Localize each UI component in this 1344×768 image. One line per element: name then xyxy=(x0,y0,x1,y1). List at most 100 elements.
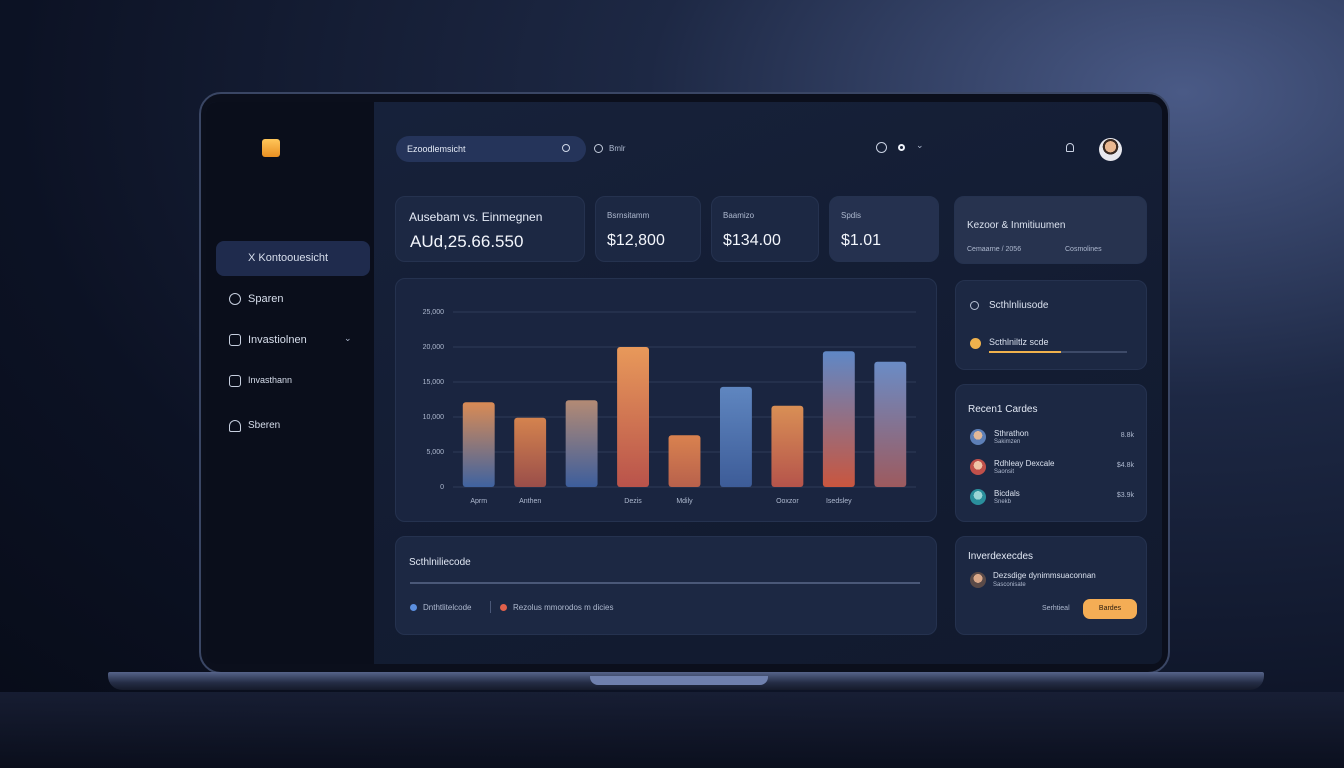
chart-panel: 0 5,000 10,000 15,000 20,000 25,000 Aprm Anthen… xyxy=(395,278,937,522)
nav-label: Invastiolnen xyxy=(248,334,307,346)
x-tick-label: Dezis xyxy=(624,498,642,505)
search-box[interactable]: Ezoodlemsicht xyxy=(396,136,586,162)
recent-title: Recen1 Cardes xyxy=(968,404,1038,415)
panel-icon xyxy=(970,301,979,310)
summary-right: Cosmolines xyxy=(1065,246,1102,253)
nav-icon xyxy=(229,420,241,432)
card-label: Baamizo xyxy=(723,211,755,220)
link-icon xyxy=(594,144,603,153)
dropdown-icon[interactable]: ⌄ xyxy=(916,140,924,150)
y-tick-label: 0 xyxy=(440,484,444,491)
chevron: ⌄ xyxy=(344,333,352,343)
row-avatar xyxy=(970,459,986,475)
nav-item[interactable]: X Kontoouesicht xyxy=(216,241,370,276)
row-avatar xyxy=(970,489,986,505)
summary-title: Kezoor & Inmitiuumen xyxy=(967,220,1066,231)
x-tick-label: Mdily xyxy=(676,498,693,505)
legend-divider xyxy=(490,601,491,613)
card-value: $12,800 xyxy=(607,232,665,249)
laptop-notch xyxy=(590,676,768,685)
progress-dot xyxy=(970,338,981,349)
stat-card: Bsrnsitamm $12,800 xyxy=(595,196,701,262)
card-label: Ausebam vs. Einmegnen xyxy=(409,210,543,224)
card-value: $1.01 xyxy=(841,232,882,249)
bar xyxy=(617,347,650,487)
legend-dot xyxy=(410,604,417,611)
stat-card: Spdis $1.01 xyxy=(829,196,939,262)
x-tick-label: Isedsley xyxy=(826,498,852,505)
invest-panel: Inverdexecdes Dezsdige dynimmsuaconnan S… xyxy=(955,536,1147,635)
bar xyxy=(874,361,907,487)
stat-card: Ausebam vs. Einmegnen AUd,25.66.550 xyxy=(395,196,585,262)
nav-icon xyxy=(229,375,241,387)
summary-card: Kezoor & Inmitiuumen Cemaarne / 2056 Cos… xyxy=(954,196,1147,264)
legend-label: Dnthtlitelcode xyxy=(423,603,472,612)
bar xyxy=(771,405,804,487)
bar xyxy=(719,386,752,487)
row-amount: $4.8k xyxy=(1116,462,1134,469)
top-link[interactable]: Bmlr xyxy=(609,144,626,153)
nav-label: Invasthann xyxy=(248,375,293,385)
row-name: Sthrathon xyxy=(994,429,1029,438)
stat-card: Baamizo $134.00 xyxy=(711,196,819,262)
nav-item[interactable]: Sberen xyxy=(216,409,370,444)
bottom-panel: Scthlniliecode Dnthtlitelcode Rezolus mm… xyxy=(395,536,937,635)
row-name: Rdhleay Dexcale xyxy=(994,459,1055,468)
sidebar: X Kontoouesicht Sparen Invastiolnen ⌄ Inv… xyxy=(206,102,374,664)
bar-chart: 0 5,000 10,000 15,000 20,000 25,000 Aprm Anthen… xyxy=(423,309,916,505)
card-value: $134.00 xyxy=(723,232,781,249)
x-tick-label: Anthen xyxy=(519,498,541,505)
bar xyxy=(668,435,701,487)
nav-label: X Kontoouesicht xyxy=(248,252,329,264)
row-amount: 8.8k xyxy=(1120,432,1134,439)
progress-fill xyxy=(989,351,1061,353)
summary-left: Cemaarne / 2056 xyxy=(967,246,1022,253)
invest-button[interactable]: Bardes xyxy=(1083,599,1137,619)
bar xyxy=(462,402,495,487)
y-tick-label: 20,000 xyxy=(423,344,445,351)
invest-title: Inverdexecdes xyxy=(968,551,1034,562)
progress-panel: Scthlnliusode Scthlniltlz scde xyxy=(955,280,1147,370)
card-label: Spdis xyxy=(841,211,862,220)
row-sub: Saonsit xyxy=(994,469,1015,475)
search-icon xyxy=(562,144,570,152)
invest-avatar xyxy=(970,572,986,588)
x-tick-label: Aprm xyxy=(470,498,487,505)
legend-dot xyxy=(500,604,507,611)
nav-item[interactable]: Invastiolnen ⌄ xyxy=(216,323,370,358)
card-label: Bsrnsitamm xyxy=(607,211,650,220)
bottom-title: Scthlniliecode xyxy=(409,557,471,568)
row-sub: Sakimzen xyxy=(994,439,1021,445)
bottom-line xyxy=(410,582,920,584)
invest-item: Dezsdige dynimmsuaconnan xyxy=(993,571,1096,580)
search-text: Ezoodlemsicht xyxy=(407,144,466,154)
user-avatar[interactable] xyxy=(1099,138,1122,161)
status-icon[interactable] xyxy=(898,144,905,151)
recent-panel: Recen1 Cardes Sthrathon Sakimzen 8.8k Rdhle… xyxy=(955,384,1147,522)
y-tick-label: 10,000 xyxy=(423,414,445,421)
row-amount: $3.9k xyxy=(1116,492,1134,499)
legend-label: Rezolus mmorodos m dicies xyxy=(513,603,614,612)
row-avatar xyxy=(970,429,986,445)
y-tick-label: 15,000 xyxy=(423,379,445,386)
invest-link[interactable]: Serhtieal xyxy=(1042,605,1070,612)
nav-item[interactable]: Invasthann xyxy=(216,364,370,399)
nav-icon xyxy=(229,334,241,346)
progress-label: Scthlniltlz scde xyxy=(989,337,1049,347)
clock-icon[interactable] xyxy=(876,142,887,153)
nav-label: Sparen xyxy=(248,293,284,305)
nav-icon xyxy=(229,293,241,305)
row-sub: Snekb xyxy=(994,499,1012,505)
bell-icon[interactable] xyxy=(1066,143,1074,152)
nav-item[interactable]: Sparen xyxy=(216,282,370,317)
row-name: Bicdals xyxy=(994,489,1020,498)
bar xyxy=(565,400,598,487)
logo xyxy=(262,139,280,157)
y-tick-label: 25,000 xyxy=(423,309,445,316)
bar xyxy=(822,351,855,487)
screen: X Kontoouesicht Sparen Invastiolnen ⌄ Inv… xyxy=(206,102,1162,664)
invest-sub: Sasconisate xyxy=(993,582,1026,588)
desk-reflection xyxy=(0,692,1344,768)
